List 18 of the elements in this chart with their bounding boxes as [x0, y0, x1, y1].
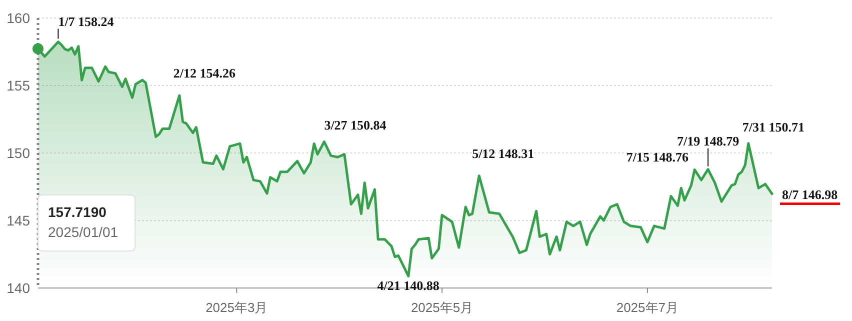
- annotation: 1/7 158.24: [58, 14, 114, 29]
- annotation: 8/7 146.98: [782, 186, 838, 202]
- annotation: 157.7190 2025/01/01: [48, 204, 118, 240]
- annotation: 5/12 148.31: [472, 146, 534, 161]
- x-tick-label: 2025年7月: [616, 300, 678, 315]
- y-tick-label: 145: [6, 212, 30, 228]
- annotation: 3/27 150.84: [324, 118, 387, 133]
- annotation: 2/12 154.26: [173, 65, 236, 80]
- annotation: 4/21 140.88: [377, 278, 440, 293]
- x-tick-label: 2025年3月: [206, 300, 268, 315]
- y-tick-label: 150: [6, 145, 30, 161]
- annotation: 7/31 150.71: [742, 119, 805, 134]
- y-tick-label: 160: [6, 10, 30, 26]
- annotation: 7/19 148.79: [676, 133, 740, 148]
- x-tick-label: 2025年5月: [410, 300, 474, 315]
- y-tick-label: 155: [6, 78, 30, 94]
- annotation: 7/15 148.76: [626, 150, 690, 165]
- y-tick-label: 140: [6, 280, 30, 296]
